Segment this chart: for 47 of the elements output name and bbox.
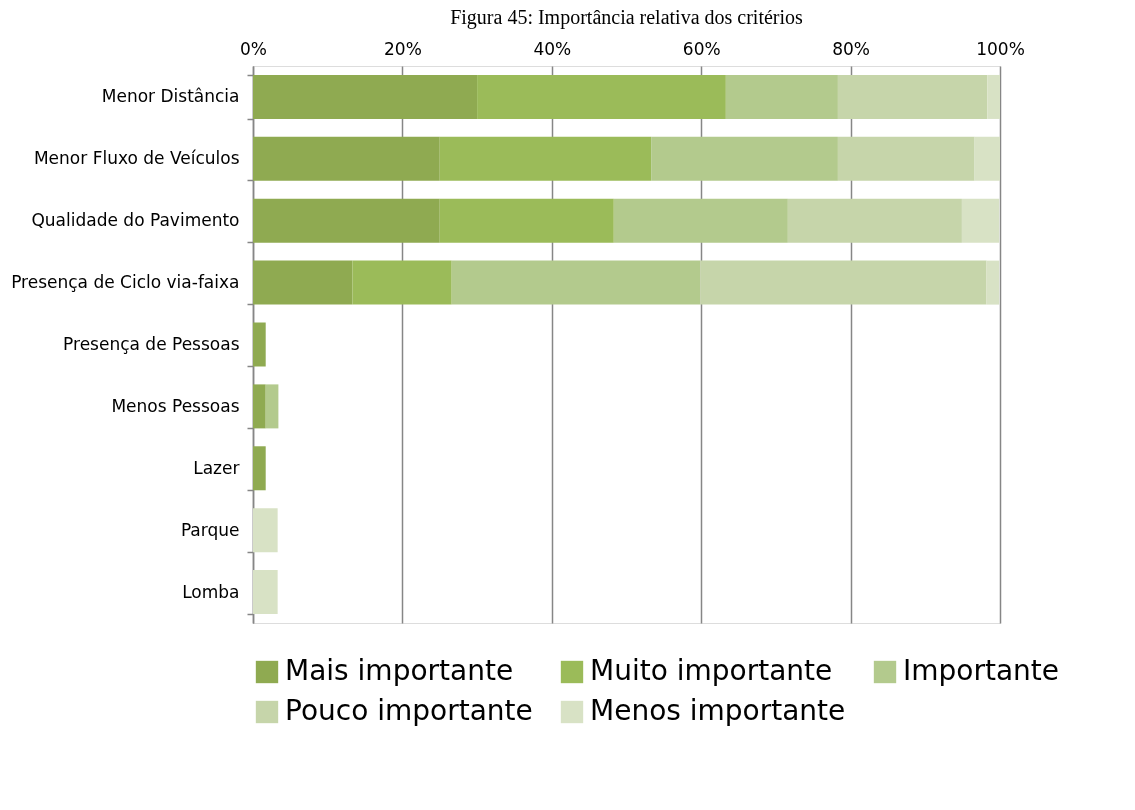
bar (253, 508, 278, 553)
bar (439, 198, 614, 243)
bar (253, 74, 478, 119)
y-tick-label: Menos Pessoas (111, 395, 240, 416)
legend-label: Muito importante (590, 654, 833, 687)
bar (253, 384, 266, 429)
y-tick-label: Presença de Pessoas (63, 334, 240, 354)
bar (253, 198, 440, 243)
x-tick-label: 40% (533, 38, 572, 59)
bar (725, 74, 838, 119)
bar (700, 260, 987, 305)
bar (837, 74, 988, 119)
bar (253, 446, 266, 491)
y-tick-label: Presença de Ciclo via-faixa (11, 272, 240, 293)
bar (253, 322, 266, 367)
bar (837, 136, 975, 181)
legend-label: Menos importante (590, 694, 846, 727)
bar (987, 74, 1000, 119)
bar (787, 198, 962, 243)
x-tick-label: 20% (384, 38, 422, 59)
bar (253, 570, 278, 615)
y-tick-label: Lomba (182, 581, 240, 602)
bar (352, 260, 452, 305)
bar (651, 136, 838, 181)
bar (613, 198, 788, 243)
y-tick-label: Lazer (193, 457, 240, 478)
bar (253, 260, 353, 305)
x-tick-label: 80% (832, 38, 870, 59)
legend-label: Importante (903, 654, 1060, 687)
legend-label: Mais importante (285, 654, 514, 687)
bar (961, 198, 1000, 243)
bar (986, 260, 1000, 305)
legend-label: Pouco importante (285, 694, 533, 727)
chart-title: Figura 45: Importância relativa dos critérios (450, 6, 804, 29)
bar (974, 136, 1000, 181)
y-tick-label: Menor Distância (101, 86, 240, 107)
bar (451, 260, 701, 305)
x-tick-label: 100% (976, 38, 1025, 59)
y-tick-label: Parque (180, 519, 240, 540)
x-tick-label: 60% (682, 38, 721, 59)
y-tick-label: Menor Fluxo de Veículos (33, 148, 240, 169)
bar (265, 384, 279, 429)
bar (253, 136, 440, 181)
x-tick-label: 0% (240, 38, 267, 59)
bar (477, 74, 726, 119)
bar (439, 136, 652, 181)
y-tick-label: Qualidade do Pavimento (31, 210, 240, 231)
